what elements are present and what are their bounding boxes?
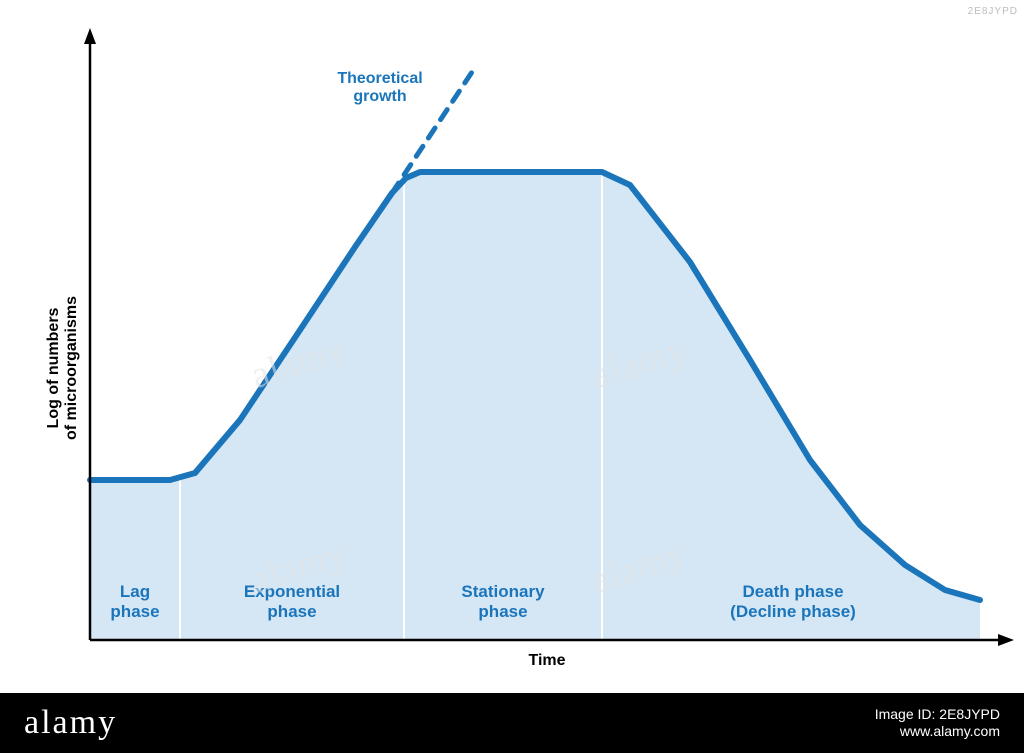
chart-stage: Lag phase Exponential phase Stationary p… <box>0 0 1024 753</box>
footer-brand: alamy <box>24 704 117 742</box>
x-axis-label: Time <box>507 652 587 670</box>
phase-label-death: Death phase (Decline phase) <box>703 582 883 621</box>
footer-image-id: Image ID: 2E8JYPD <box>875 706 1000 723</box>
phase-label-exponential: Exponential phase <box>202 582 382 621</box>
y-axis-label: Log of numbers of microorganisms <box>45 296 81 440</box>
phase-label-stationary: Stationary phase <box>413 582 593 621</box>
phase-label-lag: Lag phase <box>45 582 225 621</box>
image-id-top: 2E8JYPD <box>968 6 1018 17</box>
footer-meta: Image ID: 2E8JYPD www.alamy.com <box>875 706 1000 740</box>
theoretical-growth-label: Theoretical growth <box>300 70 460 107</box>
footer-bar: alamy Image ID: 2E8JYPD www.alamy.com <box>0 693 1024 753</box>
footer-url: www.alamy.com <box>875 723 1000 740</box>
